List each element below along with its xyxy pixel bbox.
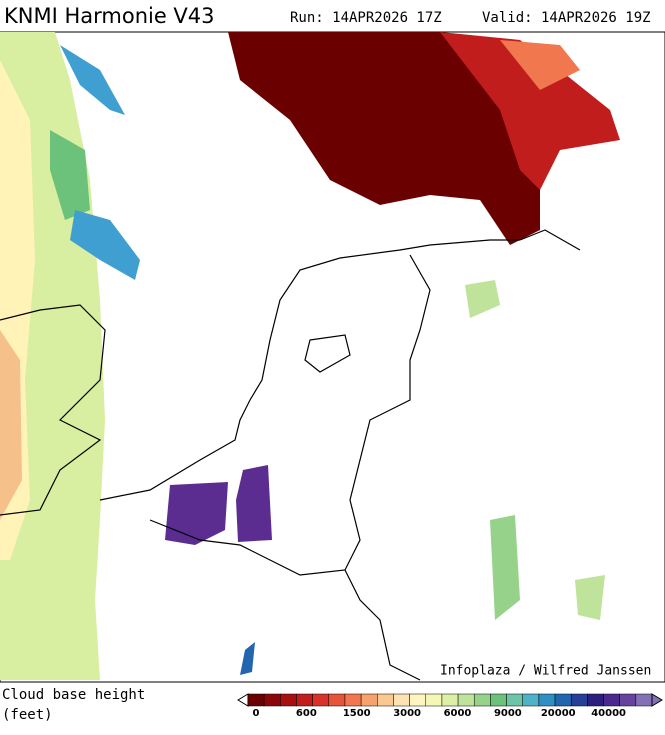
cloud-area-blue: [60, 45, 125, 115]
colorbar-swatch: [377, 693, 394, 707]
colorbar-swatch: [490, 693, 507, 707]
colorbar-swatch: [619, 693, 637, 707]
colorbar-swatch: [312, 693, 330, 707]
lake: [304, 334, 351, 373]
map: Infoplaza / Wilfred Janssen: [0, 31, 665, 683]
colorbar-swatch: [328, 693, 346, 707]
colorbar-swatch: [635, 693, 653, 707]
colorbar-swatch: [425, 693, 443, 707]
colorbar-swatch: [280, 693, 297, 707]
colorbar-swatch: [393, 693, 410, 707]
cloud-area-blue: [240, 642, 255, 675]
legend: Cloud base height (feet) 0 600 1500 3000 600…: [2, 687, 663, 723]
colorbar-swatch: [344, 693, 362, 707]
colorbar-swatch: [554, 693, 572, 707]
title: KNMI Harmonie V43: [4, 4, 215, 28]
colorbar-swatch: [457, 693, 475, 707]
colorbar: 0 600 1500 3000 6000 9000 20000 40000: [237, 693, 663, 719]
colorbar-label: 1500: [343, 708, 371, 719]
cloud-area-darkred: [228, 32, 540, 245]
colorbar-label: 6000: [444, 708, 472, 719]
colorbar-swatch: [538, 693, 556, 707]
colorbar-arrow: [651, 693, 663, 707]
cloud-area-green-dark: [50, 130, 90, 220]
colorbar-arrow: [237, 693, 249, 707]
valid-time: Valid: 14APR2026 19Z: [482, 10, 651, 26]
colorbar-swatch: [247, 693, 265, 707]
cloud-area-lightgreen: [490, 515, 520, 620]
colorbar-swatch: [263, 693, 281, 707]
colorbar-label: 0: [253, 708, 260, 719]
colorbar-swatch: [296, 693, 313, 707]
credit: Infoplaza / Wilfred Janssen: [440, 664, 651, 679]
colorbar-label: 9000: [494, 708, 522, 719]
colorbar-swatch: [570, 693, 588, 707]
colorbar-swatch: [522, 693, 540, 707]
cloud-area-orange: [500, 40, 580, 90]
colorbar-swatch: [603, 693, 620, 707]
cloud-area-lightgreen: [575, 575, 605, 620]
coastline: [0, 304, 106, 516]
colorbar-label: 3000: [393, 708, 421, 719]
colorbar-label: 600: [296, 708, 317, 719]
colorbar-swatch: [473, 693, 491, 707]
legend-title: Cloud base height: [2, 687, 145, 703]
colorbar-label: 40000: [591, 708, 626, 719]
coastline: [99, 239, 520, 501]
cloud-area-purple: [165, 482, 228, 545]
colorbar-swatch: [409, 693, 427, 707]
colorbar-label: 20000: [541, 708, 576, 719]
cloud-area-orange: [0, 330, 22, 520]
legend-unit: (feet): [2, 707, 53, 723]
cloud-area-red: [440, 32, 620, 190]
cloud-area-blue: [70, 210, 140, 280]
colorbar-swatch: [506, 693, 523, 707]
border: [344, 569, 421, 681]
run-time: Run: 14APR2026 17Z: [290, 10, 442, 26]
border: [149, 254, 431, 576]
coastline: [519, 229, 581, 251]
colorbar-swatch: [441, 693, 459, 707]
cloud-area-purple: [236, 465, 272, 542]
cloud-area-lightgreen: [465, 280, 500, 318]
colorbar-swatch: [587, 693, 604, 707]
colorbar-swatch: [360, 693, 378, 707]
